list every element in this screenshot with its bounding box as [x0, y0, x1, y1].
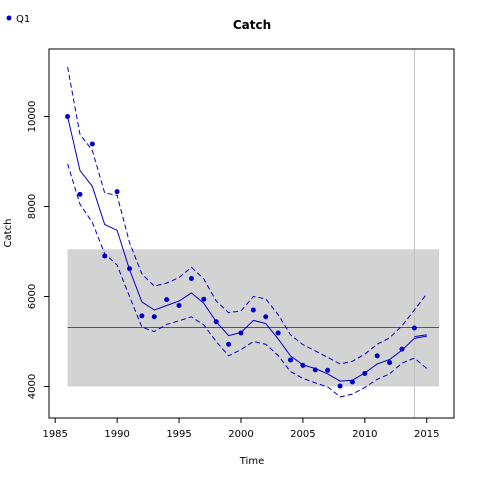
x-axis-title: Time: [239, 456, 264, 467]
data-point: [275, 330, 281, 336]
chart-title: Catch: [233, 18, 271, 32]
y-tick-label: 8000: [27, 194, 38, 219]
legend: Q1: [6, 14, 30, 25]
data-point: [226, 341, 232, 347]
data-point: [263, 314, 269, 320]
interval-line-2: [67, 66, 428, 365]
legend-marker: [6, 15, 12, 21]
data-point: [164, 297, 170, 303]
data-point: [188, 276, 194, 281]
y-axis-title: Catch: [3, 219, 14, 248]
data-point: [151, 314, 157, 320]
data-point: [114, 189, 120, 195]
data-point: [89, 141, 95, 147]
data-point: [387, 360, 393, 366]
x-tick-label: 2015: [414, 429, 439, 440]
x-tick-label: 1990: [104, 429, 129, 440]
data-point: [250, 307, 256, 313]
data-point: [201, 296, 207, 302]
data-point: [288, 357, 294, 363]
data-point: [399, 346, 405, 352]
data-point: [176, 303, 182, 308]
data-point: [65, 114, 71, 119]
plot-frame: [48, 48, 455, 419]
data-point: [411, 325, 417, 331]
x-tick-label: 1985: [42, 429, 67, 440]
y-tick-label: 10000: [27, 101, 38, 133]
y-tick-label: 6000: [27, 284, 38, 309]
data-point: [77, 191, 83, 197]
data-point: [337, 383, 343, 389]
reference-band: [67, 249, 440, 387]
y-tick-label: 4000: [27, 374, 38, 399]
x-tick-label: 1995: [166, 429, 191, 440]
x-tick-label: 2000: [228, 429, 253, 440]
data-point: [374, 353, 380, 359]
legend-label: Q1: [16, 14, 30, 25]
x-tick-label: 2010: [352, 429, 377, 440]
data-point: [325, 367, 331, 373]
fit-line-1: [67, 116, 427, 382]
x-tick-label: 2005: [290, 429, 315, 440]
fit-line-4: [414, 334, 427, 338]
data-point: [139, 313, 145, 319]
